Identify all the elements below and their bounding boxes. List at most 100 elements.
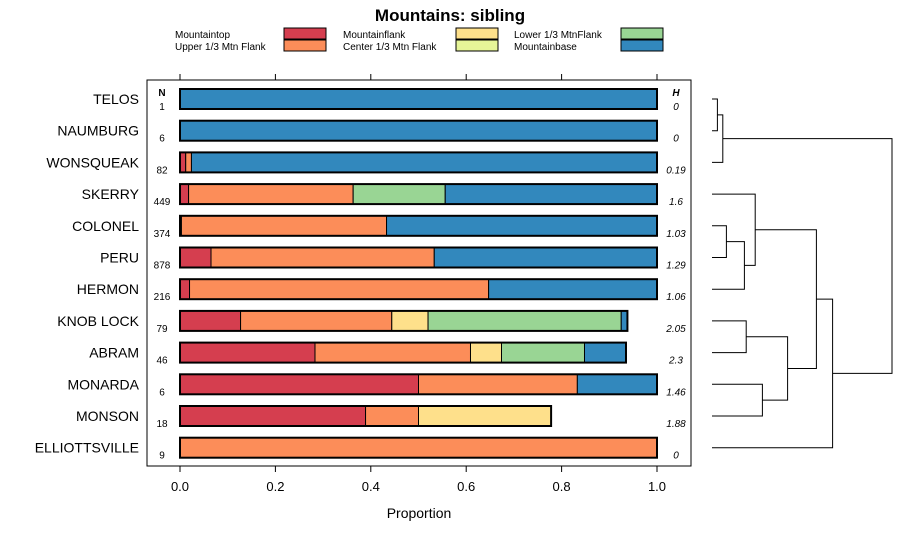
h-value-elliottsville: 0 [673, 451, 679, 462]
h-value-telos: 0 [673, 102, 679, 113]
bar-segment-peru-mountainbase [433, 247, 658, 268]
legend-swatch-mountaintop [283, 27, 327, 40]
legend-swatch-center-1-3-mtn-flank [455, 39, 499, 52]
x-tick-label: 0.4 [362, 479, 380, 494]
legend-label-lower-1-3-mtnflank: Lower 1/3 MtnFlank [514, 30, 603, 41]
plot-frame [146, 79, 692, 467]
legend-label-mountainflank: Mountainflank [343, 30, 406, 41]
dendrogram-link [755, 229, 817, 369]
bar-segment-abram-mountainflank [469, 342, 502, 364]
bar-segment-knob-lock-mountaintop [179, 310, 242, 332]
h-value-wonsqueak: 0.19 [666, 165, 686, 176]
legend-swatch-upper-1-3-mtn-flank [283, 39, 327, 52]
legend-label-mountaintop: Mountaintop [175, 30, 230, 41]
bar-segment-elliottsville-upper-1-3-mtn-flank [179, 437, 658, 459]
bar-outline-elliottsville [179, 436, 658, 459]
bar-segment-monarda-upper-1-3-mtn-flank [418, 373, 578, 395]
bar-segment-naumburg-mountainbase [179, 120, 658, 142]
bar-outline-skerry [179, 183, 658, 206]
bar-segment-telos-mountainbase [179, 88, 658, 110]
bar-segment-colonel-upper-1-3-mtn-flank [180, 215, 388, 237]
legend-label-mountainbase: Mountainbase [514, 42, 577, 53]
dendrogram-link [712, 383, 763, 417]
n-value-skerry: 449 [154, 197, 171, 208]
n-value-monarda: 6 [159, 387, 165, 398]
h-value-hermon: 1.06 [666, 292, 686, 303]
row-label-abram: ABRAM [89, 345, 139, 361]
row-label-monson: MONSON [76, 408, 139, 424]
bar-segment-skerry-lower-1-3-mtnflank [352, 183, 446, 205]
dendrogram-link [712, 98, 718, 132]
n-value-wonsqueak: 82 [156, 165, 168, 176]
bar-outline-knob-lock [179, 309, 629, 332]
x-tick-label: 0.8 [553, 479, 571, 494]
x-tick-label: 0.2 [266, 479, 284, 494]
n-value-peru: 878 [154, 261, 171, 272]
n-value-elliottsville: 9 [159, 451, 165, 462]
row-label-hermon: HERMON [77, 281, 139, 297]
bar-segment-monarda-mountaintop [179, 373, 419, 395]
bar-outline-peru [179, 246, 658, 269]
dendrogram-link [722, 138, 893, 374]
bar-segment-knob-lock-lower-1-3-mtnflank [427, 310, 622, 332]
bar-segment-peru-upper-1-3-mtn-flank [210, 247, 435, 268]
bars: TELOS 1 0 NAUMBURG 6 0 WONSQUEAK 82 0.19 SKERRY 44… [35, 88, 686, 462]
legend-swatch-mountainflank [455, 27, 499, 40]
n-value-monson: 18 [156, 419, 168, 430]
legend-label-center-1-3-mtn-flank: Center 1/3 Mtn Flank [343, 42, 437, 53]
h-value-skerry: 1.6 [669, 197, 683, 208]
bar-segment-hermon-mountaintop [179, 278, 191, 300]
bar-segment-hermon-mountainbase [488, 278, 658, 300]
row-label-monarda: MONARDA [67, 376, 139, 392]
legend-swatch-mountainbase [620, 39, 664, 52]
n-value-knob-lock: 79 [156, 324, 168, 335]
bar-segment-monarda-mountainbase [576, 373, 658, 395]
n-value-colonel: 374 [154, 229, 171, 240]
bar-outline-monarda [179, 373, 658, 396]
x-axis-title: Proportion [387, 505, 452, 521]
bar-segment-peru-mountaintop [179, 247, 212, 268]
bar-segment-wonsqueak-mountainbase [190, 151, 658, 173]
bar-segment-skerry-mountaintop [179, 183, 190, 205]
h-value-knob-lock: 2.05 [665, 324, 686, 335]
bar-outline-telos [179, 88, 658, 110]
bar-outline-naumburg [179, 119, 658, 142]
x-tick-label: 0.6 [457, 479, 475, 494]
bar-segment-monson-mountaintop [179, 405, 367, 427]
bar-outline-hermon [179, 278, 658, 301]
bar-outline-abram [179, 341, 627, 364]
dendrogram-link [712, 241, 745, 290]
h-column-header: H [672, 88, 680, 99]
bar-segment-knob-lock-upper-1-3-mtn-flank [240, 310, 393, 332]
bar-segment-colonel-mountainbase [386, 215, 658, 237]
dendrogram-link [712, 193, 756, 266]
x-tick-label: 0.0 [171, 479, 189, 494]
bar-segment-hermon-upper-1-3-mtn-flank [189, 278, 490, 300]
bar-outline-monson [179, 405, 553, 427]
bar-segment-monson-upper-1-3-mtn-flank [365, 405, 420, 427]
x-tick-label: 1.0 [648, 479, 666, 494]
n-column-header: N [158, 88, 165, 99]
n-value-telos: 1 [159, 102, 165, 113]
bar-outline-colonel [179, 214, 658, 237]
row-label-knob-lock: KNOB LOCK [57, 313, 139, 329]
row-label-naumburg: NAUMBURG [57, 123, 139, 139]
chart-title: Mountains: sibling [375, 6, 525, 25]
bar-segment-abram-lower-1-3-mtnflank [500, 342, 585, 364]
h-value-naumburg: 0 [673, 134, 679, 145]
h-value-monarda: 1.46 [666, 387, 686, 398]
row-label-wonsqueak: WONSQUEAK [46, 154, 139, 170]
n-value-abram: 46 [156, 356, 168, 367]
n-value-hermon: 216 [154, 292, 171, 303]
x-axis: 0.0 0.2 0.4 0.6 0.8 1.0 [171, 74, 666, 494]
bar-segment-abram-upper-1-3-mtn-flank [314, 342, 471, 364]
row-label-telos: TELOS [93, 91, 139, 107]
bar-outline-wonsqueak [179, 151, 658, 174]
legend: Mountaintop Mountainflank Lower 1/3 MtnFla… [175, 27, 664, 53]
h-value-colonel: 1.03 [666, 229, 686, 240]
bar-segment-abram-mountainbase [583, 342, 627, 364]
bar-segment-skerry-mountainbase [444, 183, 658, 205]
dendrogram [712, 98, 893, 449]
legend-label-upper-1-3-mtn-flank: Upper 1/3 Mtn Flank [175, 42, 267, 53]
